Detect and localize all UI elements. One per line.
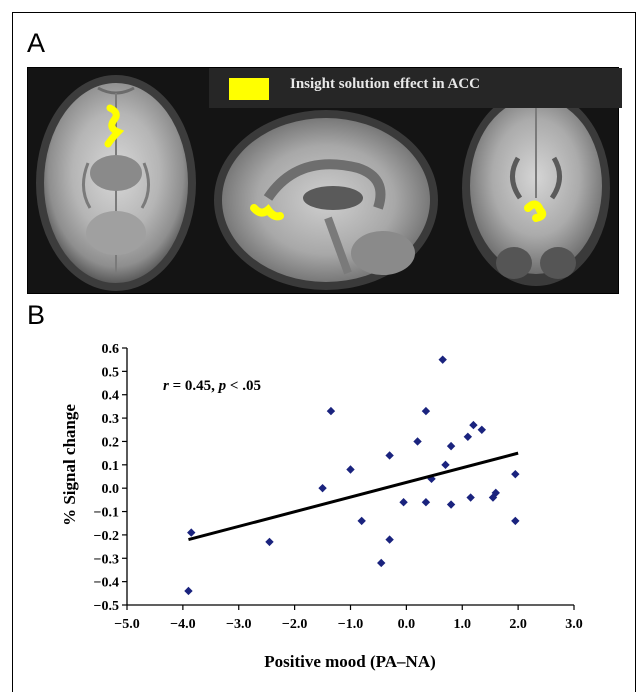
annotation-r: r: [163, 378, 169, 394]
y-tick-label: 0.5: [102, 365, 120, 380]
brain-scans: [36, 75, 610, 291]
coronal-brain-view: [462, 90, 610, 286]
data-point: [446, 500, 456, 509]
data-point: [377, 558, 386, 568]
legend-bar: [209, 68, 622, 108]
x-tick-label: 3.0: [565, 617, 583, 632]
x-axis-title: Positive mood (PA–NA): [264, 652, 436, 671]
data-point: [477, 425, 487, 434]
y-tick-label: −0.4: [94, 576, 119, 591]
x-tick-label: −5.0: [114, 617, 139, 632]
y-tick-label: 0.4: [102, 389, 120, 404]
data-point: [399, 498, 408, 507]
data-point: [385, 535, 394, 544]
x-tick-label: 2.0: [509, 617, 527, 632]
legend-text: Insight solution effect in ACC: [290, 76, 481, 92]
data-point: [446, 441, 456, 451]
data-point: [184, 586, 193, 596]
y-tick-label: 0.3: [102, 412, 120, 427]
y-tick-label: −0.5: [94, 599, 119, 614]
y-tick-label: 0.0: [102, 482, 120, 497]
axial-brain-view: [36, 75, 196, 291]
data-point: [357, 516, 366, 526]
annotation-p-value: < .05: [226, 378, 261, 394]
data-point: [385, 451, 394, 460]
data-point: [421, 406, 431, 416]
annotation-p: p: [217, 378, 227, 394]
data-point: [318, 483, 327, 493]
data-point: [413, 437, 422, 446]
y-tick-label: −0.3: [94, 552, 119, 567]
y-tick-label: 0.1: [102, 459, 120, 474]
data-point: [511, 469, 520, 479]
data-point: [511, 516, 520, 526]
x-tick-label: 0.0: [398, 617, 416, 632]
correlation-annotation: r = 0.45, p < .05: [163, 378, 261, 394]
regression-line: [188, 451, 519, 542]
data-point: [265, 537, 274, 547]
data-point: [346, 465, 355, 474]
y-tick-label: 0.6: [102, 342, 120, 357]
x-tick-label: −2.0: [282, 617, 307, 632]
data-point: [438, 355, 447, 364]
data-point: [469, 420, 478, 430]
scatter-chart: 0.6 0.5 0.4 0.3 0.2 0.1 0.0 −0.1 −0.2 −0.3 −0.4 −0.…: [60, 342, 583, 671]
annotation-r-value: = 0.45,: [169, 378, 219, 394]
data-point: [463, 432, 473, 441]
data-point: [421, 498, 431, 507]
data-point: [466, 493, 475, 502]
y-tick-label: −0.1: [94, 506, 119, 521]
data-point: [326, 406, 336, 416]
y-axis-title: % Signal change: [60, 404, 79, 526]
figure-frame: [12, 12, 636, 692]
legend-color-swatch: [229, 78, 269, 100]
chart-axes: [122, 347, 575, 610]
x-tick-label: −3.0: [226, 617, 251, 632]
x-tick-label: −4.0: [170, 617, 195, 632]
x-tick-labels: −5.0 −4.0 −3.0 −2.0 −1.0 0.0 1.0 2.0 3.0: [114, 617, 582, 632]
data-point: [187, 528, 196, 537]
y-tick-label: −0.2: [94, 529, 119, 544]
y-tick-labels: 0.6 0.5 0.4 0.3 0.2 0.1 0.0 −0.1 −0.2 −0.3 −0.4 −0.…: [94, 342, 119, 614]
x-tick-label: 1.0: [454, 617, 472, 632]
panel-b-label: B: [27, 300, 46, 330]
data-point: [491, 488, 500, 498]
panel-a-label: A: [27, 28, 46, 58]
y-tick-label: 0.2: [102, 435, 120, 450]
sagittal-brain-view: [214, 110, 438, 290]
x-tick-label: −1.0: [338, 617, 363, 632]
data-point: [441, 460, 450, 470]
